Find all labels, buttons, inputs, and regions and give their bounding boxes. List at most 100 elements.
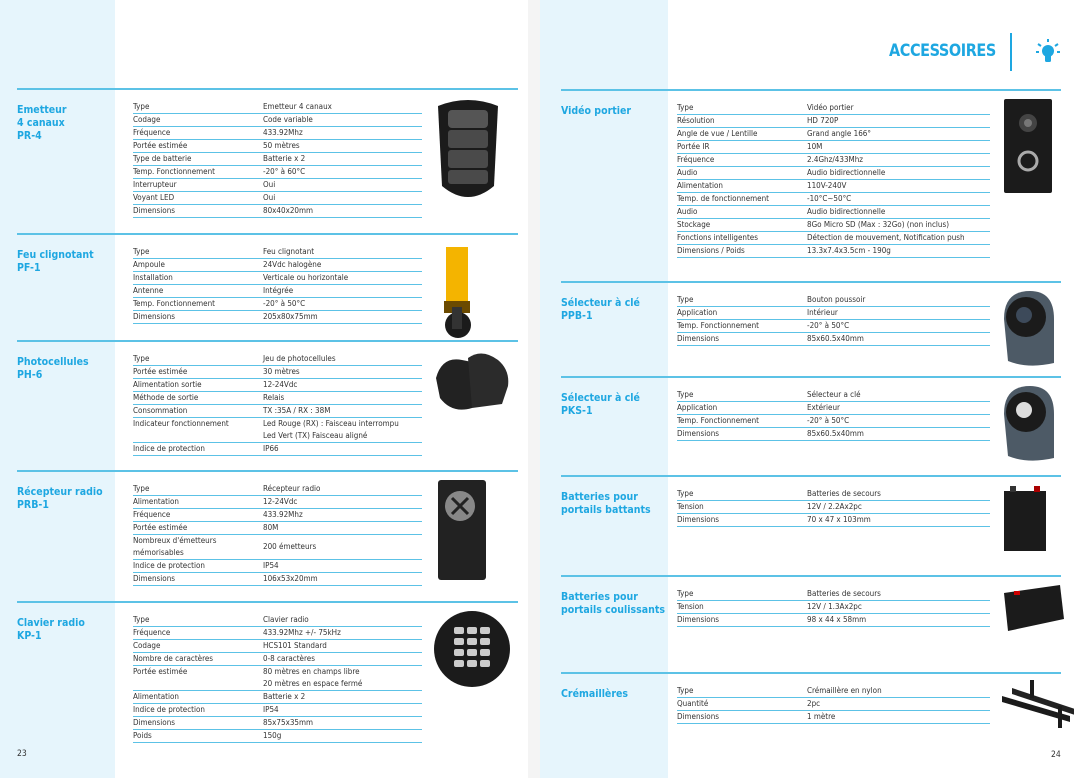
spec-label: Type xyxy=(677,295,694,304)
spec-label: Application xyxy=(677,403,718,412)
spec-label: Nombreux d'émetteurs mémorisables xyxy=(133,536,217,557)
spec-label: Codage xyxy=(133,641,161,650)
spec-row: Application Intérieur xyxy=(677,307,990,320)
spec-value: 433.92Mhz +/- 75kHz xyxy=(263,628,341,637)
spec-label: Nombre de caractères xyxy=(133,654,214,663)
spec-label: Fréquence xyxy=(133,128,171,137)
section-divider xyxy=(17,470,518,472)
spec-label: Type xyxy=(133,484,150,493)
spec-value: Batterie x 2 xyxy=(263,154,306,163)
spec-label: Fréquence xyxy=(677,155,715,164)
spec-value: Code variable xyxy=(263,115,313,124)
spec-value: Verticale ou horizontale xyxy=(263,273,349,282)
spec-row: Dimensions 80x40x20mm xyxy=(133,205,422,218)
spec-label: Type xyxy=(677,103,694,112)
spec-row: Dimensions 205x80x75mm xyxy=(133,311,422,324)
spec-label: Dimensions xyxy=(677,615,720,624)
spec-value: Vidéo portier xyxy=(807,103,854,112)
spec-label: Dimensions xyxy=(133,206,176,215)
spec-row: Codage Code variable xyxy=(133,114,422,127)
spec-label: Fréquence xyxy=(133,510,171,519)
spec-value: 150g xyxy=(263,731,282,740)
spec-value: 12-24Vdc xyxy=(263,497,298,506)
spec-row: Audio Audio bidirectionnelle xyxy=(677,206,990,219)
spec-value: 10M xyxy=(807,142,823,151)
spec-label: Alimentation sortie xyxy=(133,380,202,389)
spec-label: Dimensions xyxy=(133,574,176,583)
spec-label: Dimensions xyxy=(677,515,720,524)
spec-row: Quantité 2pc xyxy=(677,698,990,711)
spec-row: Type Batteries de secours xyxy=(677,588,990,601)
spec-row: Dimensions / Poids 13.3x7.4x3.5cm - 190g xyxy=(677,245,990,258)
page-number-left: 23 xyxy=(17,749,27,759)
spec-label: Type xyxy=(133,247,150,256)
spec-value: 433.92Mhz xyxy=(263,510,303,519)
spec-label: Audio xyxy=(677,168,698,177)
spec-row: Type Bouton poussoir xyxy=(677,294,990,307)
spec-row: Tension 12V / 2.2Ax2pc xyxy=(677,501,990,514)
spec-row: Fonctions intelligentes Détection de mouv… xyxy=(677,232,990,245)
spec-row: Tension 12V / 1.3Ax2pc xyxy=(677,601,990,614)
section-divider xyxy=(561,281,1061,283)
flashing-light-image xyxy=(432,241,482,345)
spec-value: Détection de mouvement, Notification pus… xyxy=(807,233,965,242)
radio-receiver-image xyxy=(432,478,492,587)
spec-row: Portée estimée 80 mètres en champs libre … xyxy=(133,666,422,691)
spec-row: Voyant LED Oui xyxy=(133,192,422,205)
spec-label: Alimentation xyxy=(677,181,723,190)
spec-value: 106x53x20mm xyxy=(263,574,318,583)
spec-row: Alimentation 12-24Vdc xyxy=(133,496,422,509)
spec-table: Type Sélecteur a clé Application Extérieur T… xyxy=(677,389,990,441)
page-gutter xyxy=(528,0,540,778)
spec-value: HD 720P xyxy=(807,116,839,125)
gear-racks-image xyxy=(1000,680,1074,734)
spec-value: HCS101 Standard xyxy=(263,641,327,650)
spec-label: Poids xyxy=(133,731,152,740)
spec-row: Portée estimée 80M xyxy=(133,522,422,535)
spec-value: 433.92Mhz xyxy=(263,128,303,137)
spec-value: 1 mètre xyxy=(807,712,836,721)
spec-row: Type de batterie Batterie x 2 xyxy=(133,153,422,166)
product-title: Photocellules PH-6 xyxy=(17,356,89,381)
spec-label: Ampoule xyxy=(133,260,165,269)
spec-value: 85x60.5x40mm xyxy=(807,429,864,438)
spec-label: Dimensions xyxy=(677,429,720,438)
spec-table: Type Jeu de photocellules Portée estimée 30… xyxy=(133,353,422,456)
spec-label: Alimentation xyxy=(133,497,179,506)
spec-row: Ampoule 24Vdc halogène xyxy=(133,259,422,272)
battery-tall-image xyxy=(1000,483,1050,557)
spec-row: Temp. Fonctionnement -20° à 50°C xyxy=(677,415,990,428)
spec-label: Résolution xyxy=(677,116,715,125)
section-divider xyxy=(561,672,1061,674)
spec-value: Audio bidirectionnelle xyxy=(807,207,886,216)
spec-value: IP54 xyxy=(263,561,279,570)
section-divider xyxy=(561,89,1061,91)
spec-row: Résolution HD 720P xyxy=(677,115,990,128)
product-title: Sélecteur à clé PKS-1 xyxy=(561,392,640,417)
spec-label: Dimensions xyxy=(133,718,176,727)
spec-value: -20° à 50°C xyxy=(263,299,306,308)
spec-label: Méthode de sortie xyxy=(133,393,199,402)
spec-table: Type Récepteur radio Alimentation 12-24Vdc F… xyxy=(133,483,422,586)
spec-row: Interrupteur Oui xyxy=(133,179,422,192)
section-divider xyxy=(17,88,518,90)
section-divider xyxy=(561,475,1061,477)
spec-label: Dimensions xyxy=(677,712,720,721)
spec-row: Application Extérieur xyxy=(677,402,990,415)
product-title: Crémaillères xyxy=(561,688,629,700)
spec-label: Type xyxy=(133,354,150,363)
spec-label: Angle de vue / Lentille xyxy=(677,129,758,138)
spec-row: Indice de protection IP66 xyxy=(133,443,422,456)
spec-value: Relais xyxy=(263,393,285,402)
spec-row: Alimentation sortie 12-24Vdc xyxy=(133,379,422,392)
spec-label: Application xyxy=(677,308,718,317)
spec-row: Temp. Fonctionnement -20° à 50°C xyxy=(677,320,990,333)
spec-value: 24Vdc halogène xyxy=(263,260,322,269)
product-title: Récepteur radio PRB-1 xyxy=(17,486,103,511)
spec-row: Dimensions 98 x 44 x 58mm xyxy=(677,614,990,627)
left-page-band xyxy=(0,0,115,778)
spec-label: Type xyxy=(677,390,694,399)
spec-label: Fréquence xyxy=(133,628,171,637)
spec-row: Type Vidéo portier xyxy=(677,102,990,115)
spec-value: -20° à 50°C xyxy=(807,321,850,330)
